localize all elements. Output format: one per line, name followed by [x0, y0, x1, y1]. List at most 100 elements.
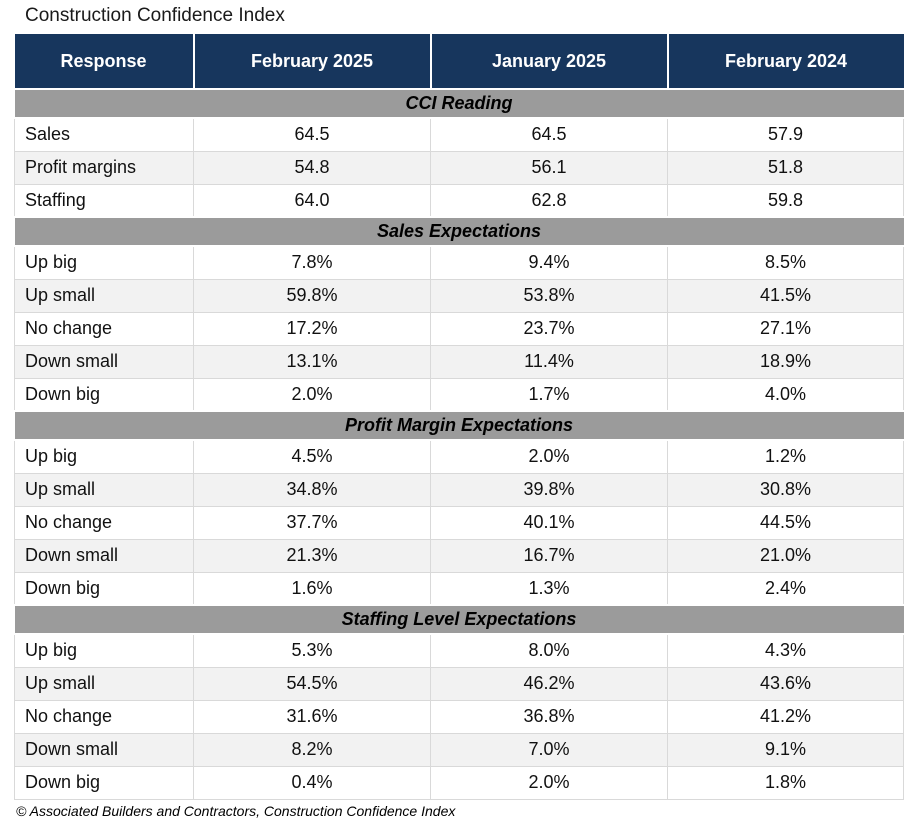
cell-value: 7.0%	[430, 732, 668, 767]
table-row: Down big 1.6% 1.3% 2.4%	[14, 571, 904, 606]
table-row: No change 31.6% 36.8% 41.2%	[14, 699, 904, 734]
row-label: Up small	[14, 278, 194, 313]
row-label: Sales	[14, 117, 194, 152]
table-row: Up big 5.3% 8.0% 4.3%	[14, 633, 904, 668]
cell-value: 18.9%	[667, 344, 904, 379]
table-body: CCI Reading Sales 64.5 64.5 57.9 Profit margi…	[14, 88, 904, 800]
row-label: Down small	[14, 344, 194, 379]
cell-value: 40.1%	[430, 505, 668, 540]
table-row: No change 37.7% 40.1% 44.5%	[14, 505, 904, 540]
row-label: No change	[14, 699, 194, 734]
cell-value: 4.5%	[193, 439, 431, 474]
cell-value: 27.1%	[667, 311, 904, 346]
row-label: Up big	[14, 439, 194, 474]
cell-value: 54.5%	[193, 666, 431, 701]
table-row: Staffing 64.0 62.8 59.8	[14, 183, 904, 218]
row-label: Up big	[14, 633, 194, 668]
table-row: Down small 13.1% 11.4% 18.9%	[14, 344, 904, 379]
table-row: Up big 4.5% 2.0% 1.2%	[14, 439, 904, 474]
cell-value: 41.5%	[667, 278, 904, 313]
cci-table: Response February 2025 January 2025 Februar…	[14, 34, 904, 800]
row-label: Down small	[14, 732, 194, 767]
cell-value: 1.7%	[430, 377, 668, 412]
cell-value: 44.5%	[667, 505, 904, 540]
cell-value: 53.8%	[430, 278, 668, 313]
cell-value: 64.5	[430, 117, 668, 152]
cell-value: 9.1%	[667, 732, 904, 767]
table-row: Down small 8.2% 7.0% 9.1%	[14, 732, 904, 767]
cell-value: 30.8%	[667, 472, 904, 507]
table-row: Up big 7.8% 9.4% 8.5%	[14, 245, 904, 280]
row-label: Staffing	[14, 183, 194, 218]
row-label: Up small	[14, 472, 194, 507]
cell-value: 2.0%	[430, 765, 668, 800]
cell-value: 59.8%	[193, 278, 431, 313]
cell-value: 8.5%	[667, 245, 904, 280]
row-label: Down big	[14, 765, 194, 800]
cell-value: 34.8%	[193, 472, 431, 507]
table-row: Sales 64.5 64.5 57.9	[14, 117, 904, 152]
cell-value: 64.5	[193, 117, 431, 152]
cell-value: 9.4%	[430, 245, 668, 280]
cell-value: 31.6%	[193, 699, 431, 734]
section-row: CCI Reading	[14, 88, 904, 119]
cell-value: 64.0	[193, 183, 431, 218]
cell-value: 21.3%	[193, 538, 431, 573]
section-title: Sales Expectations	[14, 216, 904, 247]
cell-value: 2.4%	[667, 571, 904, 606]
cell-value: 41.2%	[667, 699, 904, 734]
row-label: Down big	[14, 377, 194, 412]
cell-value: 57.9	[667, 117, 904, 152]
row-label: Down big	[14, 571, 194, 606]
cell-value: 1.3%	[430, 571, 668, 606]
cell-value: 2.0%	[430, 439, 668, 474]
cell-value: 1.2%	[667, 439, 904, 474]
cell-value: 59.8	[667, 183, 904, 218]
table-row: Down big 2.0% 1.7% 4.0%	[14, 377, 904, 412]
column-header-response: Response	[14, 34, 194, 89]
cell-value: 43.6%	[667, 666, 904, 701]
table-header: Response February 2025 January 2025 Februar…	[14, 34, 904, 89]
cell-value: 13.1%	[193, 344, 431, 379]
footer-credit: © Associated Builders and Contractors, C…	[16, 802, 456, 819]
cell-value: 16.7%	[430, 538, 668, 573]
cell-value: 39.8%	[430, 472, 668, 507]
table-row: Up small 54.5% 46.2% 43.6%	[14, 666, 904, 701]
cell-value: 8.0%	[430, 633, 668, 668]
table-row: Down small 21.3% 16.7% 21.0%	[14, 538, 904, 573]
table-row: No change 17.2% 23.7% 27.1%	[14, 311, 904, 346]
cell-value: 17.2%	[193, 311, 431, 346]
row-label: Down small	[14, 538, 194, 573]
cell-value: 2.0%	[193, 377, 431, 412]
cell-value: 21.0%	[667, 538, 904, 573]
row-label: Up small	[14, 666, 194, 701]
cell-value: 37.7%	[193, 505, 431, 540]
cell-value: 11.4%	[430, 344, 668, 379]
cell-value: 0.4%	[193, 765, 431, 800]
row-label: No change	[14, 311, 194, 346]
table-row: Profit margins 54.8 56.1 51.8	[14, 150, 904, 185]
cell-value: 5.3%	[193, 633, 431, 668]
column-header-january-2025: January 2025	[429, 34, 668, 89]
cell-value: 4.3%	[667, 633, 904, 668]
section-title: Profit Margin Expectations	[14, 410, 904, 441]
cell-value: 46.2%	[430, 666, 668, 701]
section-row: Sales Expectations	[14, 216, 904, 247]
header-row: Response February 2025 January 2025 Februar…	[14, 34, 904, 89]
row-label: Up big	[14, 245, 194, 280]
cell-value: 1.8%	[667, 765, 904, 800]
section-row: Staffing Level Expectations	[14, 604, 904, 635]
column-header-february-2025: February 2025	[192, 34, 431, 89]
cell-value: 1.6%	[193, 571, 431, 606]
cell-value: 23.7%	[430, 311, 668, 346]
cell-value: 8.2%	[193, 732, 431, 767]
cell-value: 62.8	[430, 183, 668, 218]
table-row: Up small 34.8% 39.8% 30.8%	[14, 472, 904, 507]
page-title: Construction Confidence Index	[25, 5, 285, 26]
row-label: No change	[14, 505, 194, 540]
section-title: Staffing Level Expectations	[14, 604, 904, 635]
table-row: Down big 0.4% 2.0% 1.8%	[14, 765, 904, 800]
section-row: Profit Margin Expectations	[14, 410, 904, 441]
cell-value: 51.8	[667, 150, 904, 185]
